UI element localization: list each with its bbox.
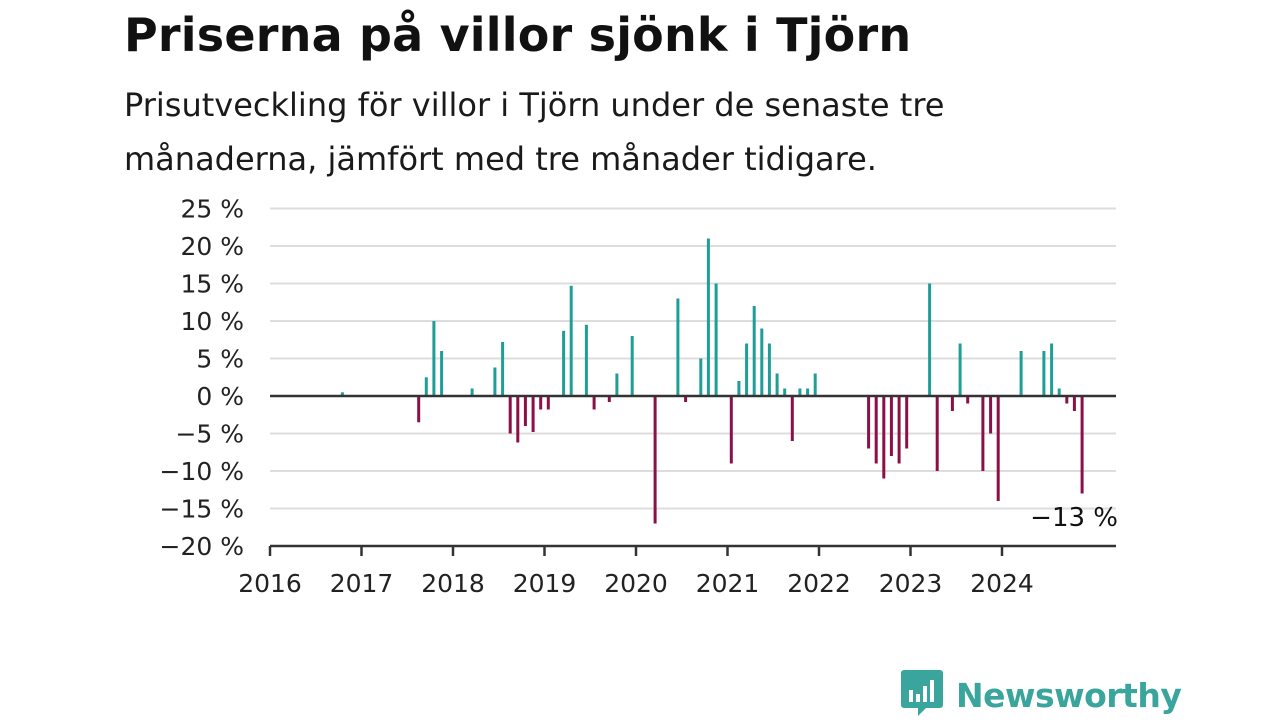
chart-subtitle: Prisutveckling för villor i Tjörn under … — [124, 86, 945, 178]
y-tick-label: 15 % — [180, 270, 244, 299]
bar — [607, 396, 611, 402]
bar — [981, 396, 985, 471]
bar — [516, 396, 520, 443]
bar — [1080, 396, 1084, 494]
bar — [1019, 351, 1023, 396]
x-axis-labels: 2016 2017 2018 2019 2020 2021 2022 2023 2024 — [238, 569, 1034, 598]
bar — [531, 396, 535, 432]
bar — [996, 396, 1000, 501]
bar — [767, 343, 771, 396]
bar — [928, 283, 932, 396]
bar — [470, 388, 474, 396]
bar — [745, 343, 749, 396]
bar — [1050, 343, 1054, 396]
bar — [714, 283, 718, 396]
x-tick-label: 2024 — [970, 569, 1034, 598]
bar — [1042, 351, 1046, 396]
bar — [676, 298, 680, 396]
bar — [432, 321, 436, 396]
bar — [1065, 396, 1069, 404]
bar — [653, 396, 657, 524]
bar — [867, 396, 871, 449]
bar — [783, 388, 787, 396]
gridlines — [270, 207, 1116, 547]
axes — [268, 394, 1116, 556]
bar — [874, 396, 878, 464]
y-tick-label: 25 % — [180, 195, 244, 224]
bar — [584, 324, 588, 397]
bar — [501, 342, 505, 396]
bar — [905, 396, 909, 449]
x-tick-label: 2023 — [879, 569, 943, 598]
y-tick-label: 5 % — [196, 345, 244, 374]
bar — [882, 396, 886, 479]
bar — [1057, 388, 1061, 396]
bar — [966, 396, 970, 404]
y-tick-label: 10 % — [180, 307, 244, 336]
last-value-annotation: −13 % — [1030, 503, 1118, 533]
bar — [562, 330, 566, 397]
bar — [950, 396, 954, 411]
y-axis-labels: 25 % 20 % 15 % 10 % 5 % 0 % −5 % −10 % −15 % −20 … — [160, 195, 244, 562]
chart-title: Priserna på villor sjönk i Tjörn — [124, 8, 912, 62]
bars — [340, 238, 1084, 524]
bar-chart: 25 % 20 % 15 % 10 % 5 % 0 % −5 % −10 % −15 % −20 … — [160, 195, 1118, 599]
x-tick-label: 2016 — [238, 569, 302, 598]
y-tick-label: −15 % — [160, 495, 244, 524]
bar — [775, 373, 779, 396]
bar — [989, 396, 993, 434]
bar — [790, 396, 794, 441]
bar — [806, 388, 810, 396]
y-tick-label: −5 % — [175, 420, 244, 449]
bar — [424, 377, 428, 397]
bar — [684, 396, 688, 402]
x-tick-label: 2021 — [696, 569, 760, 598]
bar — [493, 367, 497, 396]
bar — [508, 396, 512, 434]
bar — [935, 396, 939, 471]
brand-name: Newsworthy — [956, 675, 1182, 715]
bar — [958, 343, 962, 396]
bar — [340, 392, 344, 397]
bar — [523, 396, 527, 426]
bar — [798, 388, 802, 396]
bar — [1072, 396, 1076, 411]
bar — [752, 306, 756, 396]
y-tick-label: −20 % — [160, 532, 244, 561]
y-tick-label: 20 % — [180, 232, 244, 261]
bar — [737, 381, 741, 396]
bar — [813, 373, 817, 396]
bar — [615, 373, 619, 396]
bar — [630, 336, 634, 396]
x-tick-label: 2022 — [787, 569, 851, 598]
bar — [569, 285, 573, 397]
brand: Newsworthy — [900, 668, 1182, 722]
x-tick-label: 2017 — [330, 569, 394, 598]
bar — [592, 396, 596, 410]
bar — [417, 396, 421, 423]
bar — [440, 351, 444, 396]
bar — [539, 396, 543, 410]
x-tick-label: 2018 — [421, 569, 485, 598]
bar — [889, 396, 893, 456]
bar — [699, 358, 703, 396]
bar — [546, 396, 550, 410]
bar — [897, 396, 901, 464]
newsworthy-logo-icon — [900, 668, 944, 722]
bar — [729, 396, 733, 464]
bar — [706, 238, 710, 396]
y-tick-label: 0 % — [196, 382, 244, 411]
bar — [760, 328, 764, 396]
x-tick-label: 2020 — [604, 569, 668, 598]
x-tick-label: 2019 — [513, 569, 577, 598]
y-tick-label: −10 % — [160, 457, 244, 486]
